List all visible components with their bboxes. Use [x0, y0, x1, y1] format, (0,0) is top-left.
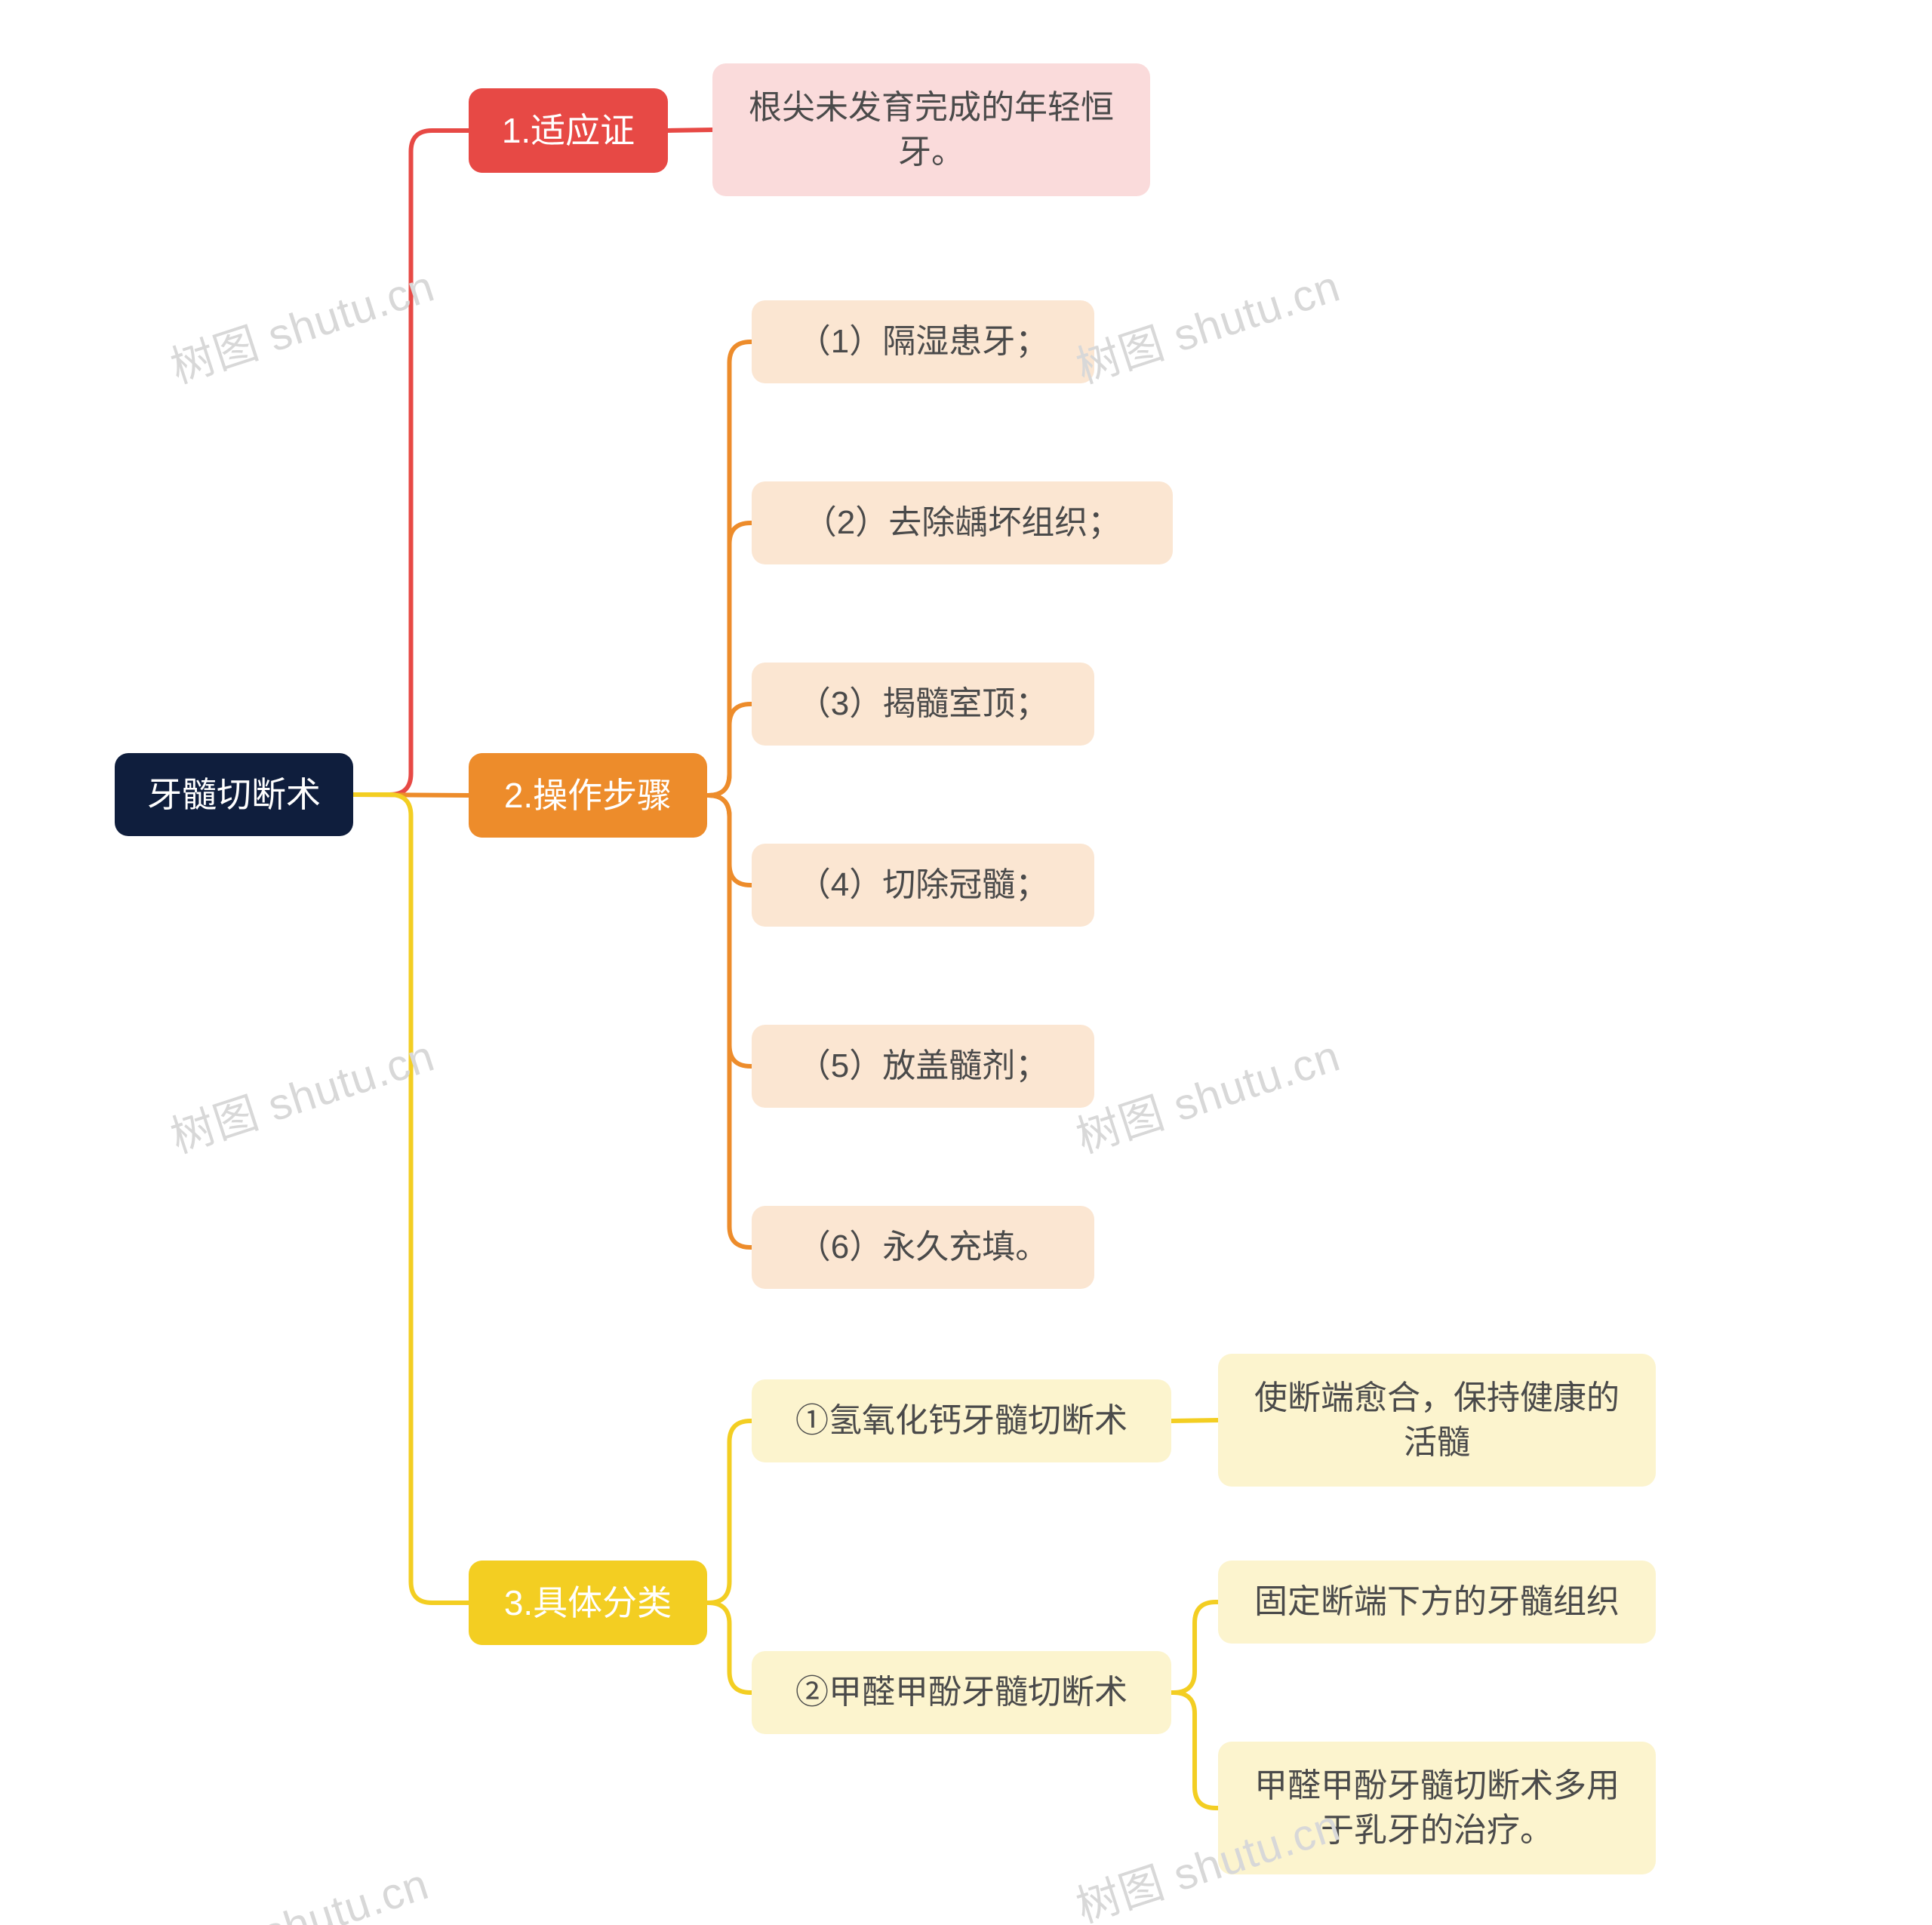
connector: [353, 131, 469, 795]
connector: [707, 795, 752, 885]
watermark: 树图 shutu.cn: [162, 251, 441, 395]
connector: [1171, 1693, 1218, 1808]
leaf-node-3-1: ①氢氧化钙牙髓切断术: [752, 1379, 1171, 1462]
watermark: 树图 shutu.cn: [162, 1020, 441, 1165]
mindmap-canvas: 牙髓切断术 1.适应证根尖未发育完成的年轻恒牙。 2.操作步骤 （1）隔湿患牙； （2）…: [0, 0, 1932, 1925]
watermark: 树图 shutu.cn: [1067, 251, 1347, 395]
leaf-node-2-1: （1）隔湿患牙；: [752, 300, 1094, 383]
leaf-node-3-2-1: 固定断端下方的牙髓组织: [1218, 1561, 1656, 1644]
connector: [707, 1603, 752, 1693]
root-node: 牙髓切断术: [115, 753, 353, 836]
connector: [668, 130, 712, 131]
connector: [707, 704, 752, 795]
connector: [707, 342, 752, 795]
leaf-node-3-2-2: 甲醛甲酚牙髓切断术多用于乳牙的治疗。: [1218, 1742, 1656, 1874]
leaf-node-2-2: （2）去除龋坏组织；: [752, 481, 1173, 564]
watermark: 树图 shutu.cn: [1067, 1020, 1347, 1165]
connector: [353, 795, 469, 1603]
leaf-node-1-1: 根尖未发育完成的年轻恒牙。: [712, 63, 1150, 196]
connector: [707, 795, 752, 1247]
connector: [707, 1421, 752, 1603]
connector: [1171, 1602, 1218, 1693]
branch-node-1: 1.适应证: [469, 88, 668, 173]
leaf-node-3-1-1: 使断端愈合，保持健康的活髓: [1218, 1354, 1656, 1487]
leaf-node-2-3: （3）揭髓室顶；: [752, 663, 1094, 746]
leaf-node-3-2: ②甲醛甲酚牙髓切断术: [752, 1651, 1171, 1734]
connector: [1171, 1420, 1218, 1421]
connector: [707, 523, 752, 795]
watermark: shutu.cn: [256, 1859, 435, 1925]
branch-node-3: 3.具体分类: [469, 1561, 707, 1645]
leaf-node-2-4: （4）切除冠髓；: [752, 844, 1094, 927]
connector: [707, 795, 752, 1066]
branch-node-2: 2.操作步骤: [469, 753, 707, 838]
leaf-node-2-5: （5）放盖髓剂；: [752, 1025, 1094, 1108]
leaf-node-2-6: （6）永久充填。: [752, 1206, 1094, 1289]
